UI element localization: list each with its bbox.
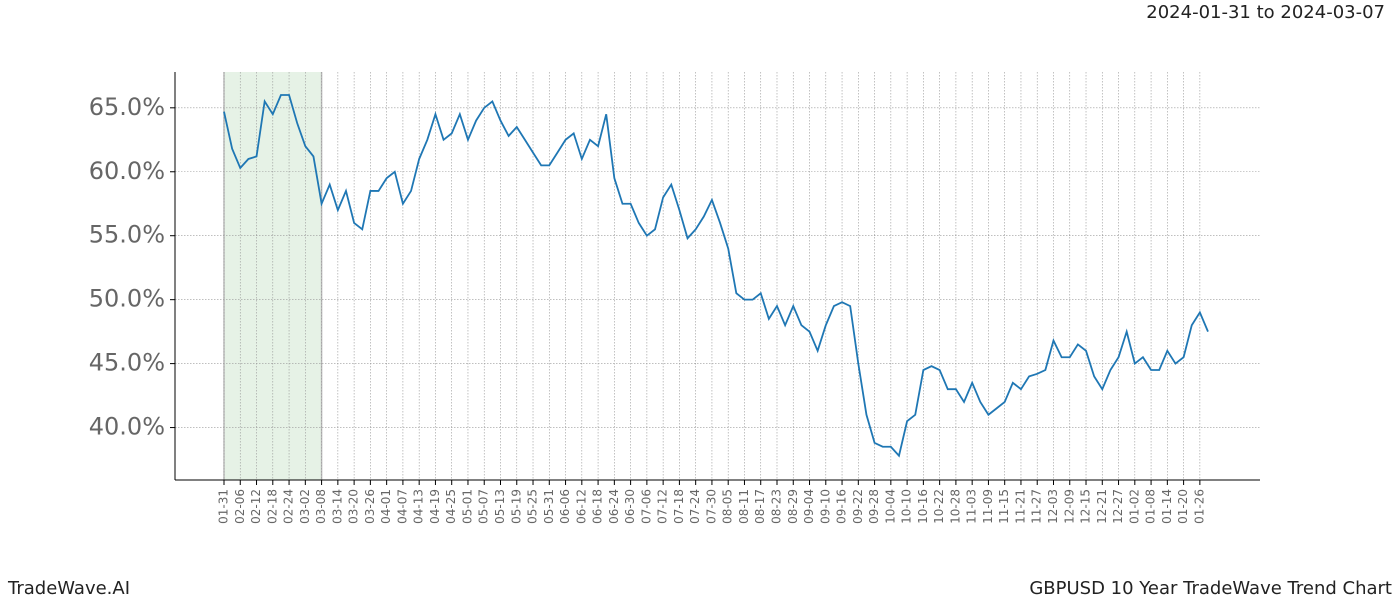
x-tick-label: 04-01 <box>379 489 393 524</box>
y-tick-label: 55.0% <box>89 221 165 249</box>
x-tick-label: 06-24 <box>607 489 621 524</box>
x-tick-label: 08-23 <box>769 489 783 524</box>
x-tick-label: 01-08 <box>1144 489 1158 524</box>
x-tick-label: 07-06 <box>639 489 653 524</box>
x-tick-label: 05-07 <box>477 489 491 524</box>
x-tick-label: 12-15 <box>1079 489 1093 524</box>
x-tick-label: 01-26 <box>1192 489 1206 524</box>
x-tick-label: 02-06 <box>233 489 247 524</box>
x-tick-label: 08-11 <box>737 489 751 524</box>
y-tick-label: 40.0% <box>89 413 165 441</box>
x-tick-label: 12-27 <box>1111 489 1125 524</box>
x-tick-label: 07-30 <box>704 489 718 524</box>
x-tick-label: 06-06 <box>558 489 572 524</box>
x-tick-label: 10-22 <box>932 489 946 524</box>
x-tick-label: 01-14 <box>1160 489 1174 524</box>
x-tick-label: 11-15 <box>997 489 1011 524</box>
x-tick-label: 12-21 <box>1095 489 1109 524</box>
x-tick-label: 01-31 <box>217 489 231 524</box>
x-tick-label: 05-25 <box>526 489 540 524</box>
x-tick-label: 04-25 <box>444 489 458 524</box>
x-tick-label: 11-09 <box>981 489 995 524</box>
x-tick-label: 09-28 <box>867 489 881 524</box>
x-tick-label: 07-12 <box>656 489 670 524</box>
x-tick-label: 09-10 <box>818 489 832 524</box>
x-tick-label: 10-10 <box>900 489 914 524</box>
footer-right: GBPUSD 10 Year TradeWave Trend Chart <box>1029 578 1392 599</box>
x-tick-label: 01-20 <box>1176 489 1190 524</box>
y-tick-label: 60.0% <box>89 157 165 185</box>
footer-left: TradeWave.AI <box>7 578 130 599</box>
x-tick-label: 05-01 <box>460 489 474 524</box>
series-line <box>223 94 1209 458</box>
x-tick-label: 08-17 <box>753 489 767 524</box>
y-tick-label: 50.0% <box>89 285 165 313</box>
x-tick-label: 01-02 <box>1127 489 1141 524</box>
y-tick-label: 45.0% <box>89 349 165 377</box>
x-tick-label: 04-07 <box>395 489 409 524</box>
x-tick-label: 09-22 <box>851 489 865 524</box>
x-tick-label: 11-21 <box>1013 489 1027 524</box>
x-tick-label: 07-18 <box>672 489 686 524</box>
x-tick-label: 06-30 <box>623 489 637 524</box>
x-tick-label: 02-12 <box>249 489 263 524</box>
x-tick-label: 11-27 <box>1030 489 1044 524</box>
x-tick-label: 07-24 <box>688 489 702 524</box>
x-tick-label: 08-05 <box>721 489 735 524</box>
x-tick-label: 03-26 <box>363 489 377 524</box>
x-tick-label: 10-04 <box>883 489 897 524</box>
x-tick-label: 03-20 <box>347 489 361 524</box>
x-tick-label: 03-02 <box>298 489 312 524</box>
x-tick-label: 04-13 <box>412 489 426 524</box>
x-tick-label: 09-04 <box>802 489 816 524</box>
x-tick-label: 06-18 <box>591 489 605 524</box>
x-tick-label: 12-03 <box>1046 489 1060 524</box>
x-tick-label: 11-03 <box>965 489 979 524</box>
y-tick-label: 65.0% <box>89 93 165 121</box>
x-tick-label: 02-18 <box>265 489 279 524</box>
x-tick-label: 10-16 <box>916 489 930 524</box>
x-tick-label: 02-24 <box>282 489 296 524</box>
x-tick-label: 10-28 <box>948 489 962 524</box>
chart-subtitle: 2024-01-31 to 2024-03-07 <box>1146 2 1385 23</box>
x-tick-label: 03-08 <box>314 489 328 524</box>
x-tick-label: 05-13 <box>493 489 507 524</box>
x-tick-label: 05-31 <box>542 489 556 524</box>
x-tick-label: 08-29 <box>786 489 800 524</box>
x-tick-label: 03-14 <box>330 489 344 524</box>
x-tick-label: 12-09 <box>1062 489 1076 524</box>
x-tick-label: 06-12 <box>574 489 588 524</box>
x-tick-label: 09-16 <box>835 489 849 524</box>
x-tick-label: 04-19 <box>428 489 442 524</box>
x-tick-label: 05-19 <box>509 489 523 524</box>
